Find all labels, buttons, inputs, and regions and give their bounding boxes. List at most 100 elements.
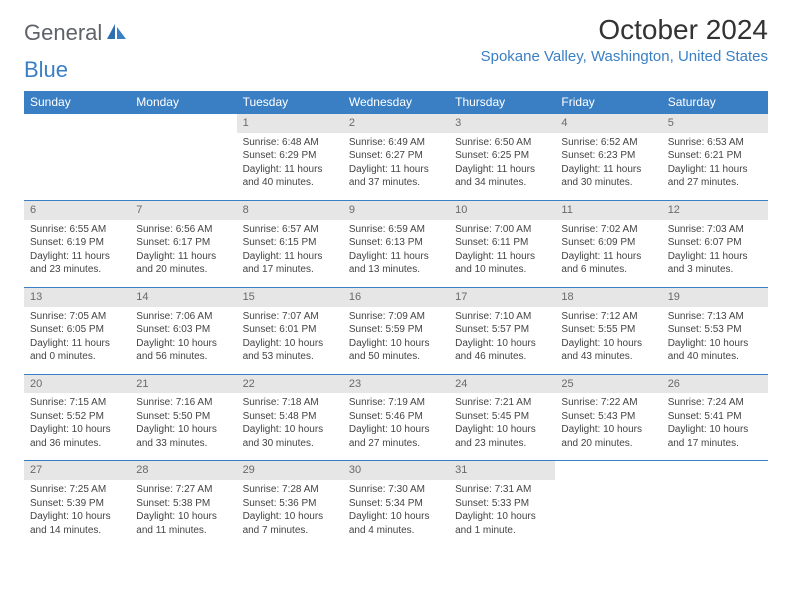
sunset-text: Sunset: 5:59 PM (349, 323, 443, 337)
sunrise-text: Sunrise: 7:31 AM (455, 483, 549, 497)
sunset-text: Sunset: 5:36 PM (243, 497, 337, 511)
day-header-fri: Friday (555, 91, 661, 114)
day-number: 31 (449, 461, 555, 480)
calendar-day-cell (555, 461, 661, 547)
daylight-text-2: and 6 minutes. (561, 263, 655, 277)
daylight-text-1: Daylight: 11 hours (561, 250, 655, 264)
daylight-text-1: Daylight: 10 hours (243, 510, 337, 524)
day-number: 17 (449, 288, 555, 307)
daylight-text-2: and 10 minutes. (455, 263, 549, 277)
calendar-day-cell: 3Sunrise: 6:50 AMSunset: 6:25 PMDaylight… (449, 114, 555, 201)
sunset-text: Sunset: 6:19 PM (30, 236, 124, 250)
day-number: 25 (555, 375, 661, 394)
calendar-day-cell: 15Sunrise: 7:07 AMSunset: 6:01 PMDayligh… (237, 287, 343, 374)
logo: General (24, 14, 130, 46)
daylight-text-2: and 53 minutes. (243, 350, 337, 364)
day-number: 24 (449, 375, 555, 394)
sunset-text: Sunset: 5:52 PM (30, 410, 124, 424)
calendar-day-cell: 28Sunrise: 7:27 AMSunset: 5:38 PMDayligh… (130, 461, 236, 547)
calendar-table: Sunday Monday Tuesday Wednesday Thursday… (24, 91, 768, 547)
daylight-text-1: Daylight: 10 hours (136, 337, 230, 351)
day-content: Sunrise: 7:13 AMSunset: 5:53 PMDaylight:… (662, 307, 768, 374)
sunset-text: Sunset: 6:15 PM (243, 236, 337, 250)
daylight-text-2: and 30 minutes. (243, 437, 337, 451)
sunset-text: Sunset: 5:34 PM (349, 497, 443, 511)
daylight-text-1: Daylight: 10 hours (243, 337, 337, 351)
daylight-text-1: Daylight: 10 hours (349, 423, 443, 437)
calendar-day-cell: 23Sunrise: 7:19 AMSunset: 5:46 PMDayligh… (343, 374, 449, 461)
daylight-text-2: and 40 minutes. (243, 176, 337, 190)
daylight-text-1: Daylight: 11 hours (668, 250, 762, 264)
daylight-text-2: and 14 minutes. (30, 524, 124, 538)
day-header-tue: Tuesday (237, 91, 343, 114)
calendar-day-cell: 4Sunrise: 6:52 AMSunset: 6:23 PMDaylight… (555, 114, 661, 201)
day-content: Sunrise: 7:05 AMSunset: 6:05 PMDaylight:… (24, 307, 130, 374)
day-content: Sunrise: 6:55 AMSunset: 6:19 PMDaylight:… (24, 220, 130, 287)
calendar-day-cell: 18Sunrise: 7:12 AMSunset: 5:55 PMDayligh… (555, 287, 661, 374)
day-number: 3 (449, 114, 555, 133)
day-number (662, 461, 768, 480)
sunset-text: Sunset: 6:25 PM (455, 149, 549, 163)
day-content: Sunrise: 6:59 AMSunset: 6:13 PMDaylight:… (343, 220, 449, 287)
day-header-mon: Monday (130, 91, 236, 114)
calendar-day-cell: 20Sunrise: 7:15 AMSunset: 5:52 PMDayligh… (24, 374, 130, 461)
day-number: 26 (662, 375, 768, 394)
day-header-sun: Sunday (24, 91, 130, 114)
day-content: Sunrise: 7:21 AMSunset: 5:45 PMDaylight:… (449, 393, 555, 460)
day-number: 5 (662, 114, 768, 133)
daylight-text-1: Daylight: 10 hours (455, 337, 549, 351)
daylight-text-1: Daylight: 11 hours (349, 163, 443, 177)
calendar-day-cell: 1Sunrise: 6:48 AMSunset: 6:29 PMDaylight… (237, 114, 343, 201)
calendar-day-cell: 26Sunrise: 7:24 AMSunset: 5:41 PMDayligh… (662, 374, 768, 461)
sunrise-text: Sunrise: 7:13 AM (668, 310, 762, 324)
calendar-day-cell: 17Sunrise: 7:10 AMSunset: 5:57 PMDayligh… (449, 287, 555, 374)
sunrise-text: Sunrise: 6:56 AM (136, 223, 230, 237)
daylight-text-2: and 27 minutes. (668, 176, 762, 190)
day-content: Sunrise: 7:30 AMSunset: 5:34 PMDaylight:… (343, 480, 449, 547)
sunrise-text: Sunrise: 7:19 AM (349, 396, 443, 410)
daylight-text-1: Daylight: 11 hours (561, 163, 655, 177)
sunset-text: Sunset: 5:46 PM (349, 410, 443, 424)
day-number: 29 (237, 461, 343, 480)
sunrise-text: Sunrise: 7:27 AM (136, 483, 230, 497)
day-number: 6 (24, 201, 130, 220)
daylight-text-1: Daylight: 10 hours (30, 423, 124, 437)
sunset-text: Sunset: 6:01 PM (243, 323, 337, 337)
sunrise-text: Sunrise: 6:52 AM (561, 136, 655, 150)
calendar-day-cell: 21Sunrise: 7:16 AMSunset: 5:50 PMDayligh… (130, 374, 236, 461)
calendar-week-row: 27Sunrise: 7:25 AMSunset: 5:39 PMDayligh… (24, 461, 768, 547)
daylight-text-2: and 20 minutes. (136, 263, 230, 277)
sunset-text: Sunset: 5:55 PM (561, 323, 655, 337)
daylight-text-1: Daylight: 11 hours (668, 163, 762, 177)
day-number: 2 (343, 114, 449, 133)
sunset-text: Sunset: 6:29 PM (243, 149, 337, 163)
sunset-text: Sunset: 6:05 PM (30, 323, 124, 337)
sunset-text: Sunset: 6:27 PM (349, 149, 443, 163)
day-content: Sunrise: 7:28 AMSunset: 5:36 PMDaylight:… (237, 480, 343, 547)
daylight-text-2: and 3 minutes. (668, 263, 762, 277)
day-content: Sunrise: 6:53 AMSunset: 6:21 PMDaylight:… (662, 133, 768, 200)
sunset-text: Sunset: 5:38 PM (136, 497, 230, 511)
calendar-day-cell: 6Sunrise: 6:55 AMSunset: 6:19 PMDaylight… (24, 200, 130, 287)
sunset-text: Sunset: 6:07 PM (668, 236, 762, 250)
day-content: Sunrise: 7:16 AMSunset: 5:50 PMDaylight:… (130, 393, 236, 460)
calendar-week-row: 6Sunrise: 6:55 AMSunset: 6:19 PMDaylight… (24, 200, 768, 287)
sunset-text: Sunset: 6:03 PM (136, 323, 230, 337)
day-content: Sunrise: 7:24 AMSunset: 5:41 PMDaylight:… (662, 393, 768, 460)
calendar-day-cell: 2Sunrise: 6:49 AMSunset: 6:27 PMDaylight… (343, 114, 449, 201)
day-content: Sunrise: 7:19 AMSunset: 5:46 PMDaylight:… (343, 393, 449, 460)
daylight-text-2: and 17 minutes. (668, 437, 762, 451)
day-content: Sunrise: 7:18 AMSunset: 5:48 PMDaylight:… (237, 393, 343, 460)
sunrise-text: Sunrise: 6:57 AM (243, 223, 337, 237)
calendar-day-cell: 5Sunrise: 6:53 AMSunset: 6:21 PMDaylight… (662, 114, 768, 201)
calendar-week-row: 20Sunrise: 7:15 AMSunset: 5:52 PMDayligh… (24, 374, 768, 461)
sunrise-text: Sunrise: 7:15 AM (30, 396, 124, 410)
daylight-text-1: Daylight: 11 hours (30, 250, 124, 264)
sunset-text: Sunset: 5:39 PM (30, 497, 124, 511)
day-content: Sunrise: 7:02 AMSunset: 6:09 PMDaylight:… (555, 220, 661, 287)
calendar-week-row: 1Sunrise: 6:48 AMSunset: 6:29 PMDaylight… (24, 114, 768, 201)
day-content: Sunrise: 7:00 AMSunset: 6:11 PMDaylight:… (449, 220, 555, 287)
day-number: 7 (130, 201, 236, 220)
daylight-text-2: and 37 minutes. (349, 176, 443, 190)
calendar-day-cell (662, 461, 768, 547)
